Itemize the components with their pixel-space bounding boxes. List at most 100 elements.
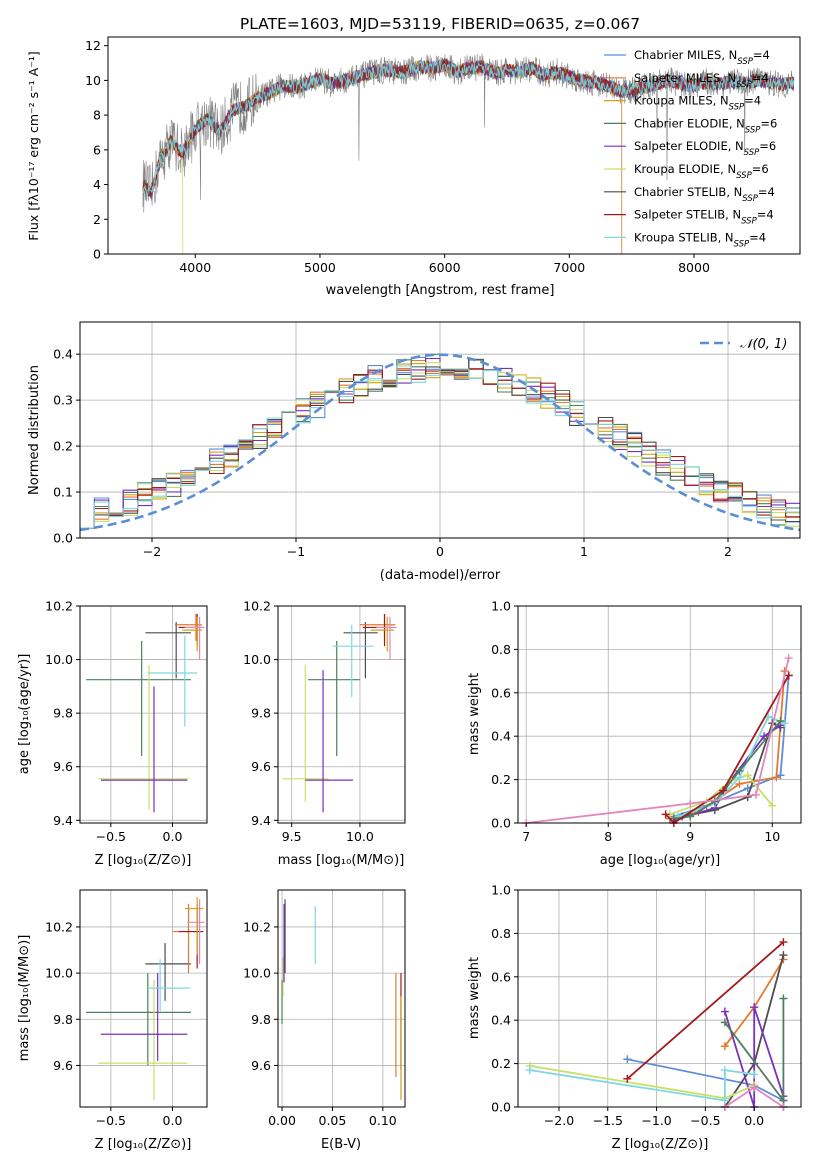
tick-label-x: 9.5 xyxy=(282,829,302,844)
weight-line-9 xyxy=(526,657,790,824)
legend-label: Chabrier MILES, NSSP=4 xyxy=(634,48,770,67)
tick-label-y: 0.0 xyxy=(491,1100,511,1115)
tick-label-x: −1 xyxy=(287,544,305,559)
tick-label-y: 0.8 xyxy=(491,642,511,657)
tick-label-y: 0.1 xyxy=(53,485,73,500)
tick-label-y: 0.6 xyxy=(491,969,511,984)
legend-label: Kroupa STELIB, NSSP=4 xyxy=(634,230,766,249)
tick-label-x: 0.0 xyxy=(163,1113,183,1128)
mZ-xlabel: Z [log₁₀(Z/Z⊙)] xyxy=(95,1137,192,1152)
spectrum-curves xyxy=(142,53,795,255)
weight-marker xyxy=(735,766,744,775)
tick-label-x: 6000 xyxy=(429,260,461,275)
tick-label-y: 0.6 xyxy=(491,685,511,700)
tick-label-y: 9.8 xyxy=(53,706,73,721)
tick-label-y: 0.2 xyxy=(491,1056,511,1071)
tick-label-y: 8 xyxy=(93,108,101,123)
legend-label: Kroupa ELODIE, NSSP=6 xyxy=(634,162,769,181)
weight-line-5 xyxy=(529,1064,755,1100)
tick-label-y: 9.4 xyxy=(53,813,73,828)
ageM-xlabel: mass [log₁₀(M/M⊙)] xyxy=(278,853,405,868)
gaussian-reference-curve xyxy=(79,353,801,532)
weight-marker xyxy=(720,1042,729,1051)
tick-label-y: 0.2 xyxy=(53,439,73,454)
weight-marker xyxy=(784,671,793,680)
wZ-xlabel: Z [log₁₀(Z/Z⊙)] xyxy=(612,1137,709,1152)
tick-label-x: −0.5 xyxy=(690,1113,720,1128)
weight-line-1 xyxy=(673,675,790,818)
tick-label-y: 10.2 xyxy=(45,599,73,614)
weight-marker xyxy=(750,1070,759,1079)
tick-label-y: 9.6 xyxy=(53,759,73,774)
tick-label-y: 0.4 xyxy=(491,729,511,744)
spectrum-ylabel: Flux [fλ10⁻¹⁷ erg cm⁻² s⁻¹ A⁻¹] xyxy=(26,51,41,240)
legend-label: Salpeter STELIB, NSSP=4 xyxy=(634,208,774,227)
tick-label-x: 7000 xyxy=(553,260,585,275)
tick-label-x: 9 xyxy=(686,829,694,844)
tick-label-y: 10.2 xyxy=(243,919,271,934)
tick-label-x: 2 xyxy=(724,544,732,559)
tick-label-y: 0.8 xyxy=(491,926,511,941)
age-vs-metallicity-errorbars xyxy=(86,614,205,813)
age-vs-mass-panel: 9.5 10.0 9.4 9.6 9.8 10.0 10.2 mass [log₁₀(M/M… xyxy=(243,599,406,868)
weight-vs-age-panel: 7 8 9 10 0.0 0.2 0.4 0.6 0.8 1.0 age [log₁₀(age/y… xyxy=(467,599,802,868)
legend-label: Chabrier ELODIE, NSSP=6 xyxy=(634,116,777,135)
tick-label-y: 9.8 xyxy=(251,1012,271,1027)
mass-vs-ebv-errorbars xyxy=(281,899,402,1101)
tick-label-x: 10.0 xyxy=(346,829,374,844)
tick-label-y: 12 xyxy=(85,38,101,53)
weight-line-6 xyxy=(529,1069,755,1102)
tick-label-x: 7 xyxy=(522,829,530,844)
tick-label-y: 2 xyxy=(93,212,101,227)
weight-line-4 xyxy=(724,1006,785,1108)
tick-label-y: 0.3 xyxy=(53,393,73,408)
weight-marker xyxy=(751,790,760,799)
tick-label-y: 0.0 xyxy=(491,816,511,831)
tick-label-y: 0.4 xyxy=(53,347,73,362)
tick-label-x: 4000 xyxy=(179,260,211,275)
mass-vs-metallicity-panel: −0.5 0.0 9.6 9.8 10.0 10.2 Z [log₁₀(Z/Z⊙)] ma… xyxy=(17,889,208,1152)
weight-marker xyxy=(779,938,788,947)
tick-label-x: −2 xyxy=(143,544,161,559)
figure-title: PLATE=1603, MJD=53119, FIBERID=0635, z=0… xyxy=(240,15,640,33)
weight-marker xyxy=(772,773,781,782)
tick-label-x: 8 xyxy=(604,829,612,844)
tick-label-y: 10.0 xyxy=(243,652,271,667)
weight-vs-metallicity-lines xyxy=(525,938,788,1111)
weight-marker xyxy=(779,994,788,1003)
tick-label-y: 0.0 xyxy=(53,531,73,546)
ageZ-ylabel: age [log₁₀(age/yr)] xyxy=(17,654,32,775)
tick-label-y: 9.8 xyxy=(251,706,271,721)
tick-label-y: 10.2 xyxy=(243,599,271,614)
tick-label-x: 0.05 xyxy=(319,1113,347,1128)
weight-marker xyxy=(720,1066,729,1075)
tick-label-y: 0.4 xyxy=(491,1013,511,1028)
weight-marker xyxy=(768,801,777,810)
tick-label-y: 0.2 xyxy=(491,772,511,787)
tick-label-y: 4 xyxy=(93,177,101,192)
legend-label: Salpeter ELODIE, NSSP=6 xyxy=(634,139,776,158)
weight-marker xyxy=(750,1083,759,1092)
spectrum-xlabel: wavelength [Angstrom, rest frame] xyxy=(326,283,555,298)
wAge-xlabel: age [log₁₀(age/yr)] xyxy=(600,853,721,868)
legend-gaussian-label: 𝒩(0, 1) xyxy=(740,337,787,352)
tick-label-y: 0 xyxy=(93,247,101,262)
weight-line-8 xyxy=(626,941,784,1080)
weight-marker xyxy=(719,786,728,795)
tick-label-x: 1 xyxy=(580,544,588,559)
tick-label-y: 10.2 xyxy=(45,919,73,934)
tick-label-x: −1.0 xyxy=(641,1113,671,1128)
weight-line-8 xyxy=(665,674,790,825)
residual-histograms xyxy=(80,353,800,529)
tick-label-x: 0 xyxy=(436,544,444,559)
tick-label-x: −0.5 xyxy=(96,829,126,844)
tick-label-y: 6 xyxy=(93,142,101,157)
weight-marker xyxy=(750,1003,759,1012)
tick-label-x: −0.5 xyxy=(96,1113,126,1128)
weight-marker xyxy=(784,654,793,663)
tick-label-x: 0.0 xyxy=(163,829,183,844)
tick-label-x: 0.10 xyxy=(369,1113,397,1128)
weight-marker xyxy=(776,771,785,780)
weight-marker xyxy=(673,812,682,821)
weight-marker xyxy=(720,1007,729,1016)
